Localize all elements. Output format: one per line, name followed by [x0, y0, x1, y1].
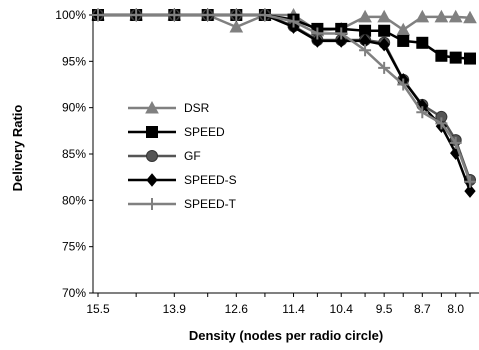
data-point-dsr: [448, 9, 463, 23]
legend-label: SPEED-S: [184, 173, 237, 187]
legend-item-gf: GF: [128, 149, 201, 163]
data-point-dsr: [229, 20, 244, 33]
data-point-speed-t: [230, 9, 243, 21]
data-point-speed-t: [258, 9, 271, 21]
legend-label: SPEED: [184, 125, 225, 139]
y-tick-label: 75%: [62, 240, 86, 254]
data-point-dsr: [358, 9, 372, 23]
data-point-speed-t: [359, 44, 372, 57]
y-tick-label: 85%: [62, 147, 86, 161]
legend-marker: [145, 100, 159, 114]
data-point-speed-t: [449, 136, 462, 149]
y-tick-label: 80%: [62, 193, 86, 207]
data-point-speed-s: [464, 184, 476, 198]
data-point-speed-t: [92, 9, 104, 21]
data-point-speed-s: [335, 34, 347, 48]
y-tick-label: 70%: [62, 286, 86, 300]
data-point-speed: [416, 36, 429, 49]
x-tick-label: 12.6: [225, 302, 249, 316]
data-point-dsr: [396, 22, 411, 36]
data-point-speed-t: [435, 117, 448, 130]
y-axis-title: Delivery Ratio: [10, 105, 25, 192]
x-tick-label: 9.5: [376, 302, 393, 316]
data-point-speed-t: [397, 78, 410, 91]
data-point-speed-s: [311, 34, 324, 48]
y-tick-label: 95%: [62, 54, 86, 68]
legend-marker: [146, 173, 158, 187]
legend-label: DSR: [184, 101, 210, 115]
x-tick-label: 15.5: [86, 302, 110, 316]
legend-item-speed: SPEED: [128, 125, 225, 139]
series-line-speed-t: [98, 13, 472, 183]
x-axis-title: Density (nodes per radio circle): [189, 328, 383, 343]
data-point-speed: [378, 24, 391, 37]
data-point-speed-t: [335, 27, 348, 40]
data-point-dsr: [434, 9, 449, 23]
legend-item-speed-s: SPEED-S: [128, 173, 237, 187]
legend-item-dsr: DSR: [128, 100, 210, 115]
data-point-speed-t: [416, 106, 429, 119]
y-tick-label: 90%: [62, 101, 86, 115]
legend-marker: [146, 150, 158, 162]
x-tick-label: 8.7: [414, 302, 431, 316]
legend-label: SPEED-T: [184, 197, 237, 211]
x-tick-label: 10.4: [330, 302, 354, 316]
data-point-dsr: [377, 9, 391, 23]
data-point-speed: [397, 34, 410, 47]
legend-marker: [146, 198, 158, 210]
x-tick-label: 11.4: [282, 302, 305, 316]
data-point-speed: [449, 51, 462, 64]
data-point-speed: [464, 52, 476, 65]
data-point-dsr: [415, 9, 430, 23]
data-point-speed: [435, 49, 448, 62]
x-tick-label: 8.0: [447, 302, 464, 316]
axes: 70% 75% 80% 85% 90% 95% 100% 15.5 13.9 12.6 11.4 10…: [55, 8, 479, 316]
data-point-speed-t: [168, 9, 181, 21]
legend-marker: [146, 126, 158, 138]
data-point-dsr: [463, 10, 477, 24]
data-point-speed-t: [287, 15, 300, 28]
data-point-speed-t: [130, 9, 143, 21]
data-point-speed-t: [464, 175, 476, 188]
x-tick-label: 13.9: [163, 302, 187, 316]
legend-label: GF: [184, 149, 201, 163]
series-speed-t: [92, 9, 476, 188]
data-point-speed-s: [378, 37, 390, 52]
legend-item-speed-t: SPEED-T: [128, 197, 237, 211]
data-point-speed-t: [201, 9, 214, 21]
y-tick-label: 100%: [55, 8, 86, 22]
data-point-speed-t: [311, 27, 324, 40]
series-layer: [91, 7, 477, 198]
legend: DSR SPEED GF SPEED-S SPEED-T: [128, 100, 237, 211]
data-point-speed-t: [378, 61, 391, 74]
